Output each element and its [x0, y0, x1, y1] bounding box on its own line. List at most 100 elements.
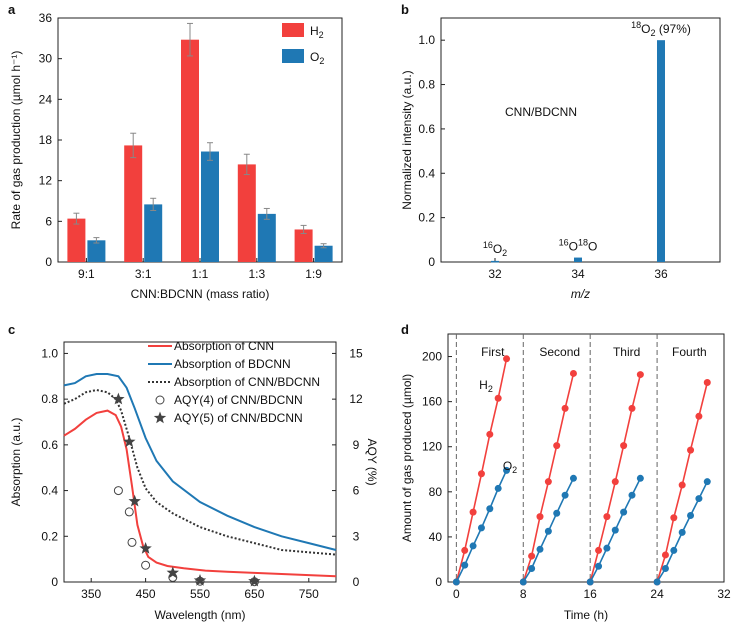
bar: [574, 257, 582, 262]
data-point: [603, 544, 611, 552]
y-tick-label-right: 6: [353, 484, 360, 498]
panel-label-b: b: [401, 2, 409, 17]
data-point: [628, 491, 636, 499]
panel-label-d: d: [401, 322, 409, 337]
bar: [144, 204, 163, 262]
legend-swatch: [282, 49, 304, 63]
legend-label: AQY(5) of CNN/BDCNN: [174, 411, 303, 425]
data-point: [569, 369, 577, 377]
legend-symbol: O: [310, 50, 319, 64]
legend-symbol: H: [310, 24, 319, 38]
data-point: [452, 578, 460, 586]
y-tick-label-right: 0: [353, 575, 360, 589]
legend-marker: [153, 411, 167, 424]
y-tick-label-right: 12: [349, 392, 363, 406]
x-tick-label: 350: [81, 587, 101, 601]
series-line: [63, 388, 337, 556]
cycle-label: First: [481, 345, 505, 359]
y-tick-label: 18: [39, 133, 53, 147]
x-tick-label: 450: [136, 587, 156, 601]
x-tick-label: 650: [244, 587, 264, 601]
y-tick-label: 30: [39, 52, 53, 66]
plot-frame: [447, 333, 725, 583]
y-tick-label: 12: [39, 174, 53, 188]
x-tick-label: 1:9: [305, 267, 322, 281]
data-point: [544, 478, 552, 486]
data-point: [503, 466, 511, 474]
data-point: [703, 478, 711, 486]
data-point: [519, 578, 527, 586]
plot-frame: [440, 17, 721, 263]
data-point: [687, 511, 695, 519]
data-point: [661, 564, 669, 572]
y-tick-label: 0.8: [418, 78, 435, 92]
legend-label: O2: [310, 50, 324, 66]
legend-subscript: 2: [319, 30, 324, 40]
data-point: [620, 508, 628, 516]
data-point: [486, 430, 494, 438]
label-symbol: O: [503, 459, 512, 473]
peak-label: 16O2: [483, 240, 507, 258]
bar: [491, 260, 499, 263]
y-tick-label: 80: [429, 485, 443, 499]
data-point: [653, 578, 661, 586]
bar: [67, 218, 86, 262]
label-subscript: 2: [512, 465, 517, 475]
panel-c: c 0 0.2 0.4 0.6 0.8 1.0 0 3 6 9 12 15 350 450 550 650 750…: [8, 322, 379, 622]
label-superscript: 16: [483, 240, 493, 250]
x-tick-label: 0: [453, 587, 460, 601]
label-symbol: O: [569, 240, 578, 254]
y-tick-label: 0.4: [418, 166, 435, 180]
label-superscript: 18: [578, 238, 588, 248]
x-axis-label: Time (h): [564, 608, 608, 622]
x-tick-label: 32: [488, 267, 502, 281]
panel-label-a: a: [8, 2, 16, 17]
legend-label: Absorption of CNN: [174, 339, 274, 353]
y-tick-label: 0: [51, 575, 58, 589]
x-axis-label: m/z: [571, 287, 590, 301]
label-symbol: O: [493, 242, 502, 256]
data-point: [486, 505, 494, 513]
aqy-point: [193, 574, 207, 586]
y-tick-label: 24: [39, 92, 53, 106]
data-point: [477, 470, 485, 478]
y-tick-label: 0.4: [41, 484, 58, 498]
cycle-label: Third: [613, 345, 640, 359]
bar: [294, 229, 313, 262]
bar: [257, 213, 276, 262]
legend-label: Absorption of CNN/BDCNN: [174, 375, 320, 389]
aqy-point: [128, 494, 141, 507]
data-point: [595, 546, 603, 554]
y-axis-label: Absorption (a.u.): [9, 418, 23, 507]
bar: [657, 40, 665, 262]
y-tick-label: 200: [422, 350, 442, 364]
y-tick-label: 0: [428, 255, 435, 269]
panel-label-c: c: [8, 322, 15, 337]
x-tick-label: 1:3: [248, 267, 265, 281]
data-point: [703, 378, 711, 386]
y-tick-label: 0.2: [418, 211, 435, 225]
panel-d: d 0 40 80 120 160 200 0 8 16 24 32 Amount of gas pro…: [400, 322, 731, 622]
bar: [314, 245, 333, 262]
legend-label: H2: [310, 24, 324, 40]
aqy-point: [127, 537, 137, 547]
data-point: [536, 545, 544, 553]
x-tick-label: 34: [571, 267, 585, 281]
data-point: [461, 561, 469, 569]
data-point: [603, 513, 611, 521]
bar: [237, 164, 256, 262]
legend-label: Absorption of BDCNN: [174, 357, 291, 371]
y-axis-label: Rate of gas production (µmol h⁻¹): [9, 51, 23, 230]
x-tick-label: 36: [654, 267, 668, 281]
label-symbol: O: [641, 22, 650, 36]
data-point: [611, 478, 619, 486]
data-point: [670, 514, 678, 522]
data-point: [494, 484, 502, 492]
y-tick-label: 0.8: [41, 392, 58, 406]
y-tick-label: 6: [45, 214, 52, 228]
y-axis-label: Normalized intensity (a.u.): [400, 70, 414, 209]
data-point: [636, 371, 644, 379]
y-axis-label-right: AQY (%): [365, 438, 379, 485]
label-symbol: H: [479, 378, 488, 392]
y-tick-label: 36: [39, 11, 53, 25]
